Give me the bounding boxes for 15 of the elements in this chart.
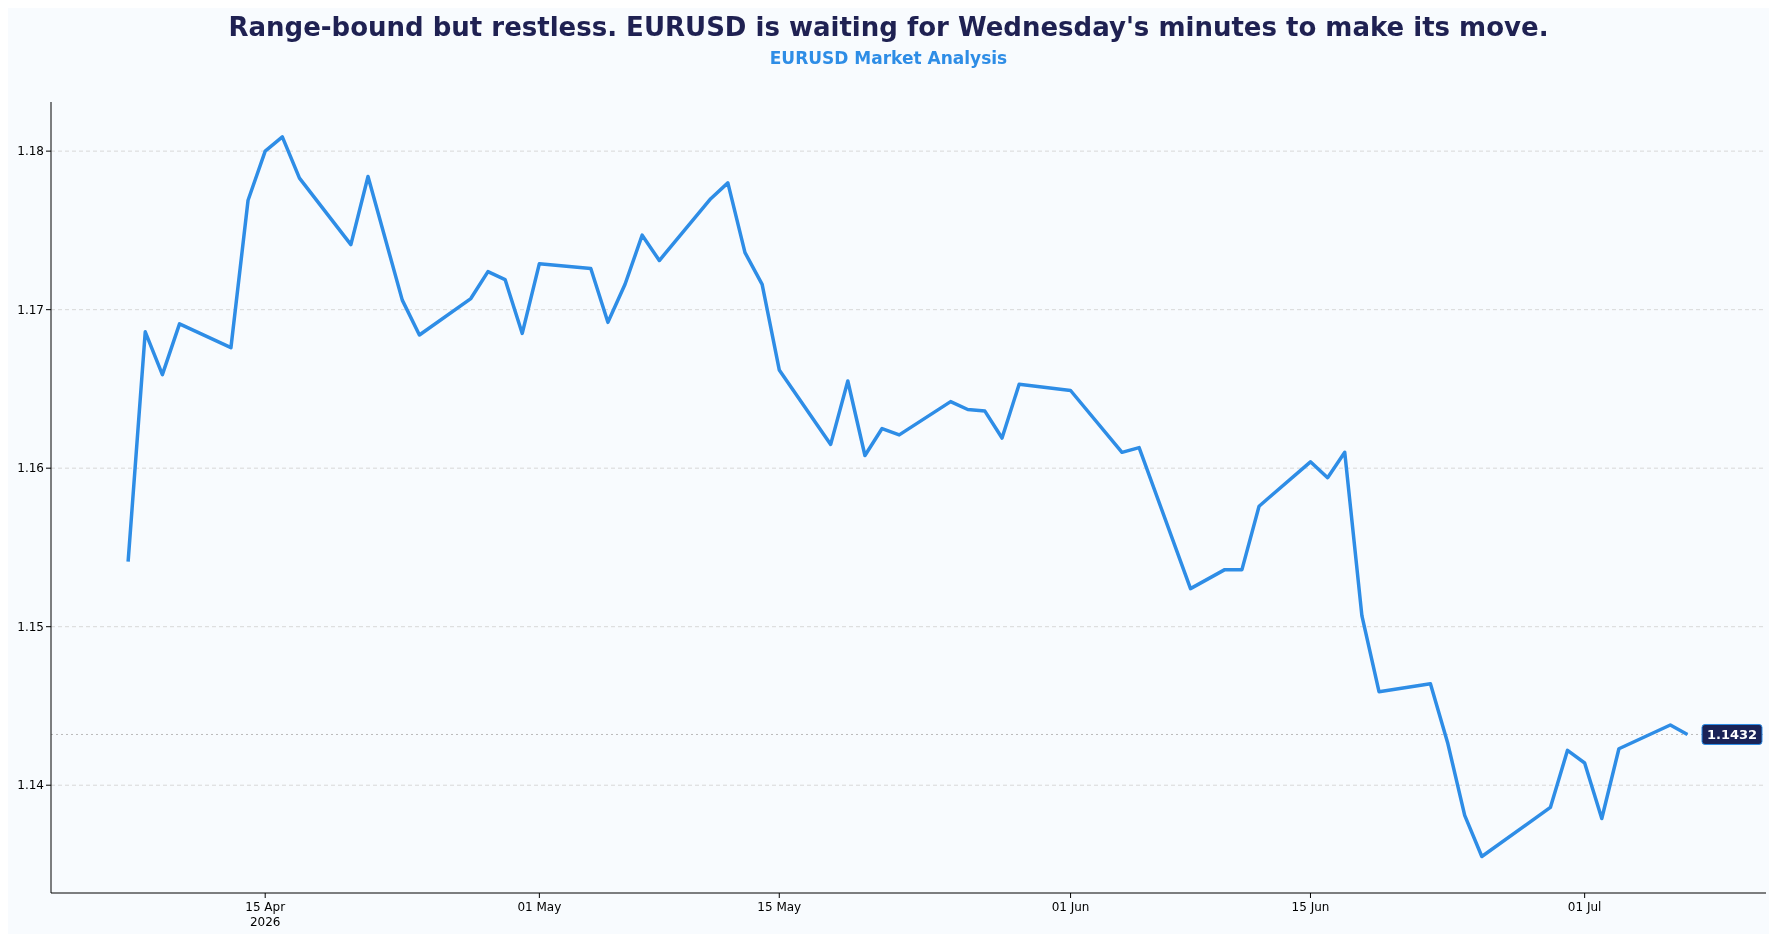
chart-subtitle: EURUSD Market Analysis <box>768 48 1009 68</box>
line-series <box>126 135 1690 859</box>
y-tick-label: 1.17 <box>17 302 44 317</box>
x-tick-label: 15 Jun <box>1291 900 1330 914</box>
y-tick-label: 1.18 <box>17 144 44 159</box>
x-tick-label: 15 Apr 2026 <box>245 900 286 929</box>
x-tick-label: 01 May <box>517 900 562 914</box>
chart-title: Range-bound but restless. EURUSD is waiting for Wednesday's minutes to make its move. <box>227 12 1550 42</box>
x-tick-label: 15 May <box>757 900 802 914</box>
ref-line-label: 1.1432 <box>1706 727 1758 743</box>
x-tick-label: 01 Jun <box>1051 900 1090 914</box>
x-tick-label: 01 Jul <box>1567 900 1602 914</box>
y-tick-label: 1.15 <box>17 619 44 634</box>
y-tick-label: 1.14 <box>17 778 44 793</box>
y-tick-label: 1.16 <box>17 461 44 476</box>
